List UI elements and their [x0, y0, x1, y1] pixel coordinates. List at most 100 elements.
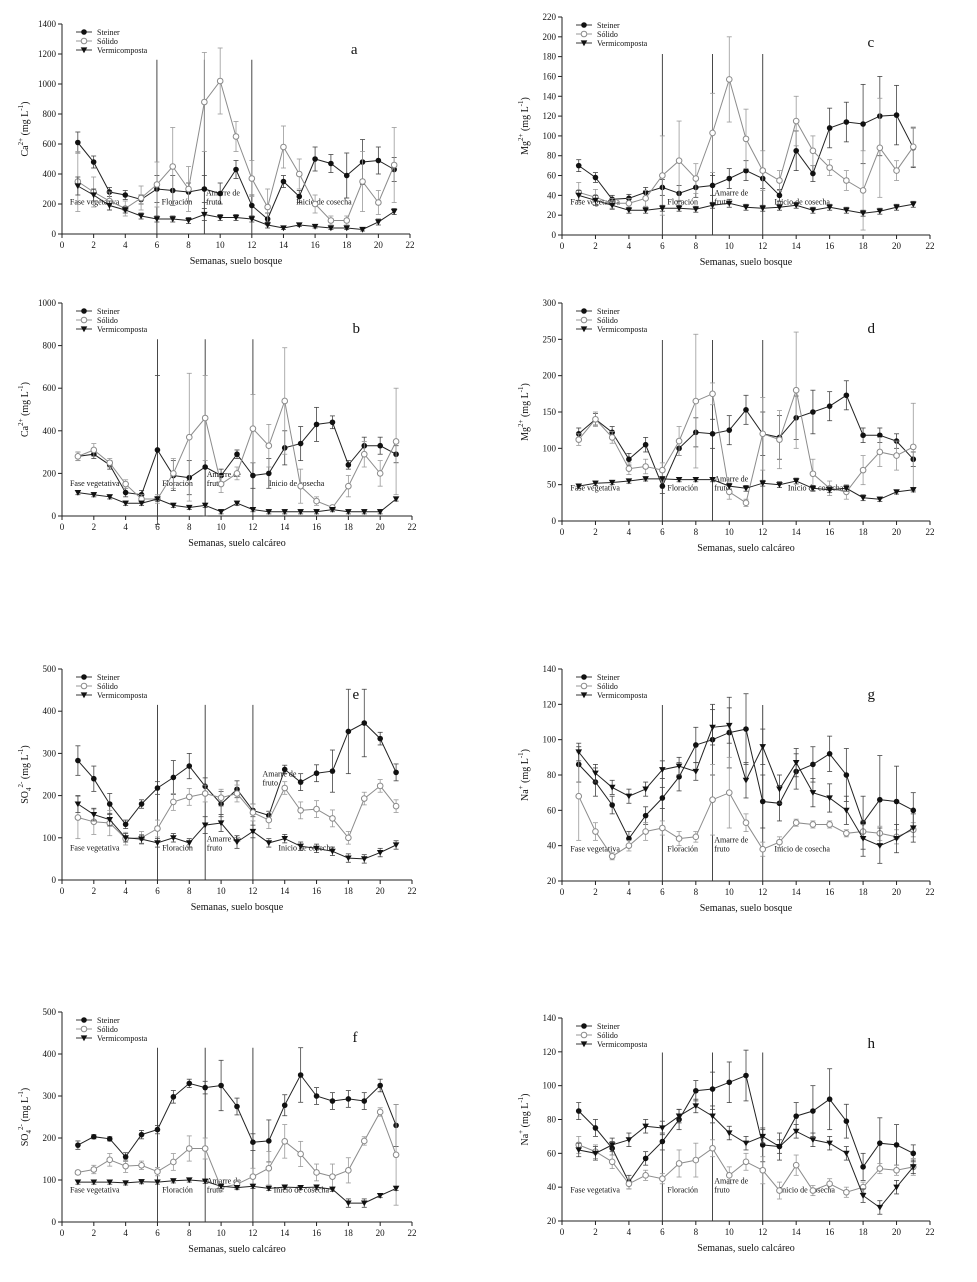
legend-label: Steiner	[97, 307, 120, 316]
data-point	[249, 1173, 257, 1180]
data-point	[154, 1179, 161, 1186]
y-axis-label-ion: Mg	[520, 141, 531, 155]
series-vermicomposta	[74, 1177, 400, 1208]
y-axis-label-unit: (mg L	[520, 758, 531, 785]
data-point	[893, 1184, 900, 1191]
data-point	[575, 749, 583, 756]
legend-marker	[80, 1035, 88, 1042]
y-tick-label: 400	[43, 426, 57, 436]
data-point	[264, 203, 271, 211]
y-tick-label: 200	[543, 371, 557, 381]
data-point	[692, 175, 700, 182]
data-point	[154, 447, 161, 453]
data-point	[792, 1128, 800, 1135]
legend-marker	[580, 40, 588, 47]
data-point	[608, 479, 616, 486]
x-tick-label: 14	[792, 887, 802, 897]
legend-label: Vermicomposta	[97, 325, 148, 334]
y-axis-label-exponent: -1	[517, 386, 525, 392]
phase-label: Amarre de	[207, 1177, 241, 1186]
data-point	[297, 1072, 304, 1078]
series-vermicomposta	[74, 489, 400, 515]
x-tick-label: 18	[342, 240, 352, 250]
x-tick-label: 12	[247, 240, 256, 250]
x-tick-label: 20	[376, 522, 386, 532]
data-point	[809, 1137, 817, 1143]
data-point	[359, 226, 366, 233]
data-point	[826, 795, 833, 802]
legend-marker	[580, 326, 588, 333]
legend-marker	[80, 47, 88, 54]
legend-label: Sólido	[97, 682, 118, 691]
data-point	[759, 167, 767, 174]
x-tick-label: 20	[892, 1227, 902, 1237]
data-point	[675, 1160, 683, 1167]
x-tick-label: 14	[280, 522, 290, 532]
data-point	[876, 144, 884, 152]
data-point	[575, 192, 583, 199]
data-point	[266, 1138, 272, 1144]
legend-marker	[80, 316, 88, 324]
data-point	[675, 157, 683, 164]
y-tick-label: 1400	[38, 19, 57, 29]
data-point	[297, 509, 304, 515]
data-point	[675, 1113, 683, 1120]
data-point	[250, 472, 256, 479]
data-point	[726, 427, 733, 433]
data-point	[313, 497, 320, 505]
data-point	[393, 769, 399, 776]
legend-marker	[580, 30, 588, 38]
data-point	[137, 194, 145, 202]
y-tick-label: 0	[552, 516, 557, 526]
x-tick-label: 18	[859, 887, 869, 897]
y-axis-label-charge: +	[517, 1130, 525, 1134]
x-tick-label: 8	[186, 240, 191, 250]
phase-label: Fase vegetativa	[570, 844, 620, 853]
legend-marker	[581, 674, 587, 680]
x-tick-label: 12	[248, 886, 257, 896]
data-point	[608, 1142, 616, 1149]
phase-label: Amarre de	[262, 770, 296, 779]
data-point	[122, 480, 129, 488]
data-point	[742, 1158, 750, 1166]
data-point	[826, 1140, 833, 1147]
data-point	[709, 796, 716, 804]
data-point	[281, 509, 289, 515]
x-axis-label: Semanas, suelo bosque	[191, 902, 284, 913]
data-point	[121, 207, 129, 214]
legend-label: Vermicomposta	[97, 691, 148, 700]
y-tick-label: 80	[547, 151, 557, 161]
x-tick-label: 0	[60, 240, 65, 250]
data-point	[642, 195, 649, 202]
x-tick-label: 12	[758, 241, 767, 251]
data-point	[296, 193, 303, 200]
data-point	[329, 768, 336, 774]
data-point	[876, 843, 884, 849]
y-tick-label: 200	[43, 1133, 57, 1143]
x-axis-label: Semanas, suelo bosque	[700, 903, 793, 914]
data-point	[826, 487, 833, 493]
data-point	[625, 207, 633, 214]
data-point	[843, 1118, 850, 1124]
phase-label: fruto	[206, 198, 222, 207]
phase-label: Floración	[667, 197, 698, 206]
data-point	[642, 812, 649, 819]
phase-label: fruto	[207, 1186, 223, 1195]
data-point	[626, 456, 632, 463]
y-tick-label: 40	[547, 190, 557, 200]
data-point	[297, 843, 304, 850]
data-point	[859, 495, 867, 501]
data-point	[742, 204, 750, 211]
data-point	[625, 1137, 633, 1143]
data-point	[792, 760, 800, 766]
series-vermicomposta	[575, 1098, 917, 1215]
data-point	[692, 1156, 700, 1164]
data-point	[249, 425, 257, 432]
data-point	[170, 470, 177, 477]
data-point	[375, 157, 382, 164]
y-axis-label: SO42- (mg L-1)	[17, 745, 33, 804]
x-tick-label: 4	[627, 241, 632, 251]
data-point	[608, 852, 616, 860]
data-point	[876, 208, 884, 215]
